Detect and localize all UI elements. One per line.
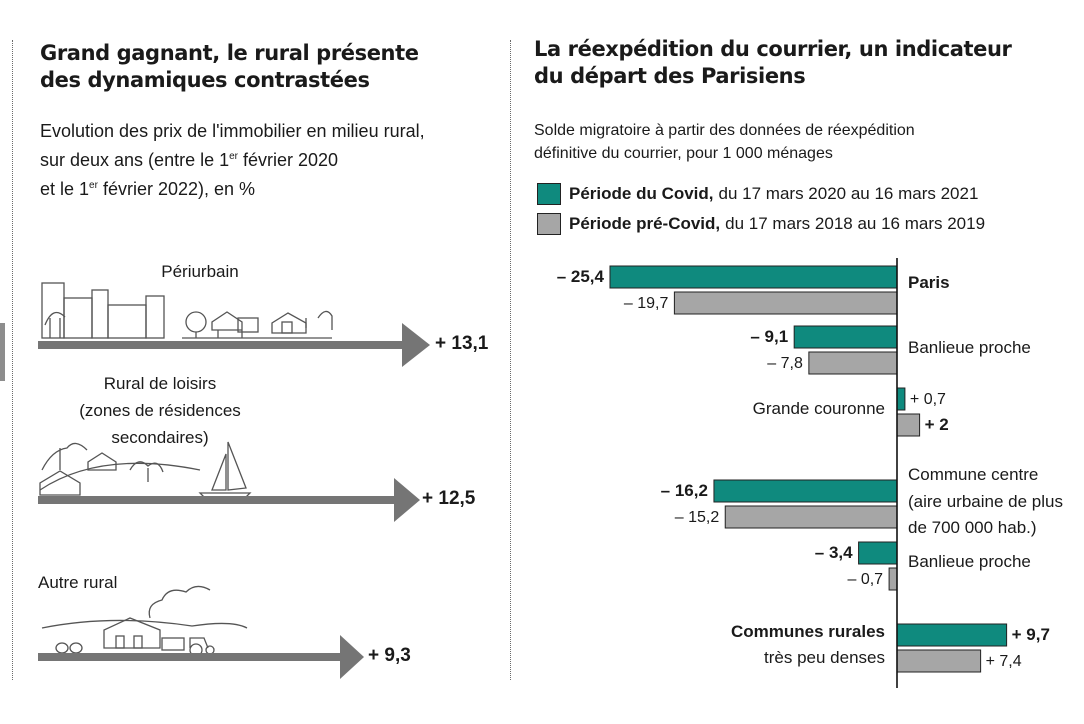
autre-rural-illustration-icon (41, 585, 248, 657)
left-divider (12, 40, 13, 680)
left-illustration (38, 282, 430, 679)
category-label-line: Autre rural (38, 573, 118, 592)
bar-precovid-3 (724, 505, 898, 529)
value-autre-rural: + 9,3 (368, 645, 411, 666)
side-tab[interactable] (0, 323, 5, 381)
legend-bold-precovid: Période pré-Covid, (569, 214, 721, 233)
category-label-5: Communes rurales (731, 622, 885, 641)
bar-covid-4 (858, 541, 898, 565)
right-subtitle-line2: définitive du courrier, pour 1 000 ménag… (534, 145, 833, 162)
center-divider (510, 40, 511, 680)
data-label-covid-4: – 3,4 (815, 543, 853, 562)
left-subtitle-line3a: et le 1 (40, 179, 90, 199)
value-rural-loisirs: + 12,5 (422, 488, 476, 509)
bar-covid-2 (896, 387, 906, 411)
data-label-precovid-3: – 15,2 (675, 509, 720, 526)
category-label-5: très peu denses (764, 648, 885, 667)
data-label-precovid-4: – 0,7 (847, 571, 883, 588)
category-label-3: (aire urbaine de plus (908, 492, 1063, 511)
data-label-covid-0: – 25,4 (557, 267, 605, 286)
left-subtitle-line1: Evolution des prix de l'immobilier en mi… (40, 121, 425, 141)
right-subtitle: Solde migratoire à partir des données de… (534, 119, 915, 165)
data-label-precovid-2: + 2 (925, 415, 949, 434)
bar-precovid-2 (896, 413, 921, 437)
bar-covid-3 (713, 479, 898, 503)
category-label-3: de 700 000 hab.) (908, 518, 1037, 537)
left-title: Grand gagnant, le rural présente des dyn… (40, 40, 419, 94)
legend-bold-covid: Période du Covid, (569, 184, 714, 203)
bar-precovid-5 (896, 649, 982, 673)
category-label-3: Commune centre (908, 465, 1038, 484)
category-label-line: Périurbain (161, 262, 239, 281)
bar-precovid-0 (673, 291, 898, 315)
legend-swatch-precovid (537, 213, 561, 235)
bar-covid-1 (793, 325, 898, 349)
bar-precovid-4 (888, 567, 898, 591)
left-subtitle-sup2: er (89, 180, 98, 191)
right-title-line1: La réexpédition du courrier, un indicate… (534, 37, 1012, 61)
category-label-periurbain: Périurbain (130, 258, 270, 285)
left-subtitle-line2a: sur deux ans (entre le 1 (40, 150, 230, 170)
data-label-covid-2: + 0,7 (910, 391, 946, 408)
data-label-precovid-1: – 7,8 (767, 355, 803, 372)
value-periurbain: + 13,1 (435, 333, 489, 354)
right-subtitle-line1: Solde migratoire à partir des données de… (534, 122, 915, 139)
left-subtitle: Evolution des prix de l'immobilier en mi… (40, 118, 425, 202)
category-label-4: Banlieue proche (908, 552, 1031, 571)
category-label-1: Banlieue proche (908, 338, 1031, 357)
legend-item-covid: Période du Covid, du 17 mars 2020 au 16 … (537, 183, 978, 205)
data-label-covid-3: – 16,2 (661, 481, 708, 500)
right-title: La réexpédition du courrier, un indicate… (534, 36, 1012, 90)
category-label-line: secondaires) (111, 428, 209, 447)
bar-covid-0 (609, 265, 898, 289)
data-label-precovid-5: + 7,4 (986, 653, 1022, 670)
periurbain-illustration-icon (41, 282, 333, 339)
data-label-covid-1: – 9,1 (750, 327, 788, 346)
legend-text-covid: du 17 mars 2020 au 16 mars 2021 (718, 184, 979, 203)
bar-precovid-1 (808, 351, 898, 375)
left-subtitle-sup1: er (229, 151, 239, 162)
legend-text-precovid: du 17 mars 2018 au 16 mars 2019 (725, 214, 986, 233)
left-subtitle-line3b: février 2022), en % (97, 179, 256, 199)
left-title-line1: Grand gagnant, le rural présente (40, 41, 419, 65)
rural-loisirs-illustration-icon (39, 441, 252, 500)
category-label-line: (zones de résidences (79, 401, 241, 420)
category-label-rural-loisirs: Rural de loisirs (zones de résidences se… (50, 370, 270, 451)
left-subtitle-line2b: février 2020 (238, 150, 339, 170)
category-label-line: Rural de loisirs (103, 374, 217, 393)
left-title-line2: des dynamiques contrastées (40, 68, 370, 92)
legend-item-precovid: Période pré-Covid, du 17 mars 2018 au 16… (537, 213, 985, 235)
category-label-autre-rural: Autre rural (38, 569, 117, 596)
migration-bar-chart: – 25,4 – 9,1 + 0,7 – 16,2 – 3,4 + 9,7 – 19,7 – … (557, 258, 1063, 688)
right-title-line2: du départ des Parisiens (534, 64, 806, 88)
data-label-precovid-0: – 19,7 (624, 295, 669, 312)
category-label-2: Grande couronne (753, 399, 885, 418)
category-label-0: Paris (908, 273, 950, 292)
bar-covid-5 (896, 623, 1008, 647)
data-label-covid-5: + 9,7 (1012, 625, 1050, 644)
legend-swatch-covid (537, 183, 561, 205)
